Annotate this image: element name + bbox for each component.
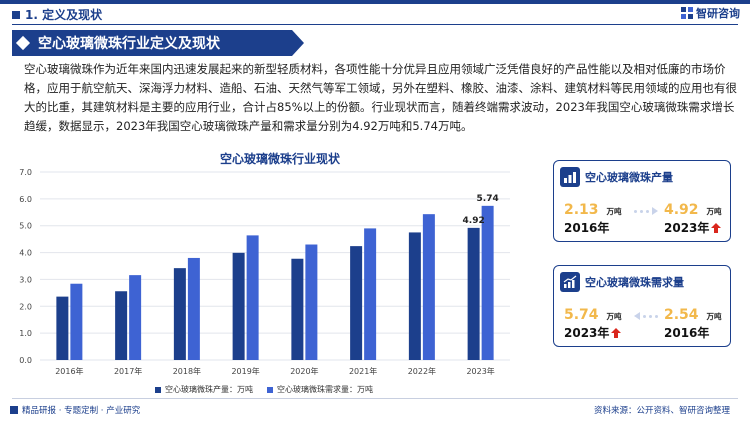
- y-tick-label: 5.0: [19, 222, 32, 231]
- bar-demand: [70, 283, 83, 360]
- production-2016-stat: 2.13 万吨 2016年: [564, 199, 622, 236]
- bar-production: [350, 246, 363, 360]
- y-tick-label: 2.0: [19, 302, 32, 311]
- x-tick-label: 2021年: [349, 366, 377, 376]
- production-card-title: 空心玻璃微珠产量: [585, 171, 673, 184]
- footer-left: 精品研报 · 专题定制 · 产业研究: [10, 404, 140, 416]
- production-2023-stat: 4.92 万吨 2023年: [664, 199, 722, 236]
- legend-item-production: 空心玻璃微珠产量：万吨: [155, 384, 253, 395]
- production-2016-value: 2.13: [564, 202, 599, 218]
- data-label: 5.74: [477, 194, 499, 204]
- bar-chart-icon: [560, 167, 580, 187]
- brand-logo: 智研咨询: [681, 5, 740, 21]
- legend-item-demand: 空心玻璃微珠需求量：万吨: [267, 384, 373, 395]
- header-divider: [12, 24, 738, 25]
- demand-2023-value: 5.74: [564, 307, 599, 323]
- chart-legend: 空心玻璃微珠产量：万吨 空心玻璃微珠需求量：万吨: [155, 384, 387, 395]
- legend-swatch-production: [155, 386, 161, 393]
- y-tick-label: 1.0: [19, 329, 32, 338]
- bar-production: [467, 227, 480, 360]
- footer-tagline: 精品研报 · 专题定制 · 产业研究: [22, 406, 141, 416]
- production-2023-unit: 万吨: [706, 207, 722, 216]
- legend-swatch-demand: [267, 386, 273, 393]
- arrow-right-icon: [634, 207, 658, 215]
- production-2023-value: 4.92: [664, 202, 699, 218]
- bar-demand: [364, 228, 377, 360]
- bar-chart: 0.0 1.0 2.0 3.0 4.0 5.0 6.0 7.0 2016年 2017年 2018年 2…: [19, 168, 510, 376]
- bar-production: [408, 232, 421, 360]
- arrow-left-icon: [634, 312, 661, 320]
- brand-logo-icon: [681, 7, 693, 19]
- production-2023-year: 2023年: [664, 221, 710, 235]
- demand-2016-value: 2.54: [664, 307, 699, 323]
- production-2016-year: 2016年: [564, 221, 610, 235]
- section-square-icon: [12, 10, 20, 19]
- bar-demand: [187, 257, 200, 360]
- x-tick-label: 2022年: [408, 366, 436, 376]
- demand-2023-year: 2023年: [564, 326, 610, 340]
- brand-name: 智研咨询: [696, 7, 740, 20]
- y-tick-label: 3.0: [19, 275, 32, 284]
- legend-label-production: 空心玻璃微珠产量：万吨: [165, 385, 253, 394]
- banner-title: 空心玻璃微珠行业定义及现状: [38, 36, 220, 52]
- bar-demand: [481, 205, 494, 360]
- up-arrow-icon: [611, 327, 622, 338]
- bar-production: [56, 296, 69, 360]
- demand-card-title: 空心玻璃微珠需求量: [585, 276, 684, 289]
- demand-2016-unit: 万吨: [706, 312, 722, 321]
- bar-demand: [305, 244, 318, 360]
- description-paragraph: 空心玻璃微珠作为近年来国内迅速发展起来的新型轻质材料，各项性能十分优异且应用领域…: [24, 62, 737, 133]
- y-tick-label: 6.0: [19, 195, 32, 204]
- y-tick-label: 4.0: [19, 249, 32, 258]
- demand-2016-year: 2016年: [664, 326, 710, 340]
- section-title: 1. 定义及现状: [12, 6, 102, 23]
- footer-divider: [12, 398, 738, 399]
- demand-card: 空心玻璃微珠需求量 5.74 万吨 2023年 2.54 万吨 2016年: [553, 265, 731, 347]
- production-2016-unit: 万吨: [606, 207, 622, 216]
- up-arrow-icon: [711, 222, 722, 233]
- demand-card-header: 空心玻璃微珠需求量: [560, 272, 684, 292]
- footer-square-icon: [10, 406, 18, 414]
- legend-label-demand: 空心玻璃微珠需求量：万吨: [277, 385, 373, 394]
- bar-production: [173, 268, 186, 360]
- bar-demand: [422, 214, 435, 360]
- x-tick-label: 2019年: [231, 366, 259, 376]
- demand-2023-stat: 5.74 万吨 2023年: [564, 304, 622, 341]
- x-tick-label: 2020年: [290, 366, 318, 376]
- demand-2023-year-row: 2023年: [564, 324, 622, 341]
- diamond-icon: [15, 35, 31, 51]
- production-card: 空心玻璃微珠产量 2.13 万吨 2016年 4.92 万吨 2023年: [553, 160, 731, 242]
- x-tick-label: 2018年: [173, 366, 201, 376]
- top-strip: [0, 0, 750, 4]
- production-2023-year-row: 2023年: [664, 219, 722, 236]
- footer-source: 资料来源：公开资料、智研咨询整理: [593, 406, 730, 416]
- section-title-text: 1. 定义及现状: [25, 8, 103, 22]
- chart-title: 空心玻璃微珠行业现状: [219, 152, 340, 166]
- bar-production: [115, 291, 128, 360]
- bar-production: [291, 258, 304, 360]
- trend-chart-icon: [560, 272, 580, 292]
- bar-demand: [246, 235, 259, 360]
- title-banner: 空心玻璃微珠行业定义及现状: [12, 30, 292, 56]
- production-card-header: 空心玻璃微珠产量: [560, 167, 673, 187]
- demand-2023-unit: 万吨: [606, 312, 622, 321]
- demand-2016-stat: 2.54 万吨 2016年: [664, 304, 722, 341]
- bar-production: [232, 252, 245, 360]
- x-tick-label: 2016年: [55, 366, 83, 376]
- y-tick-label: 7.0: [19, 168, 32, 177]
- banner-tail: [292, 30, 304, 56]
- bar-demand: [129, 275, 142, 360]
- y-tick-label: 0.0: [19, 356, 32, 365]
- data-label: 4.92: [463, 216, 485, 226]
- x-tick-label: 2023年: [466, 366, 494, 376]
- x-tick-label: 2017年: [114, 366, 142, 376]
